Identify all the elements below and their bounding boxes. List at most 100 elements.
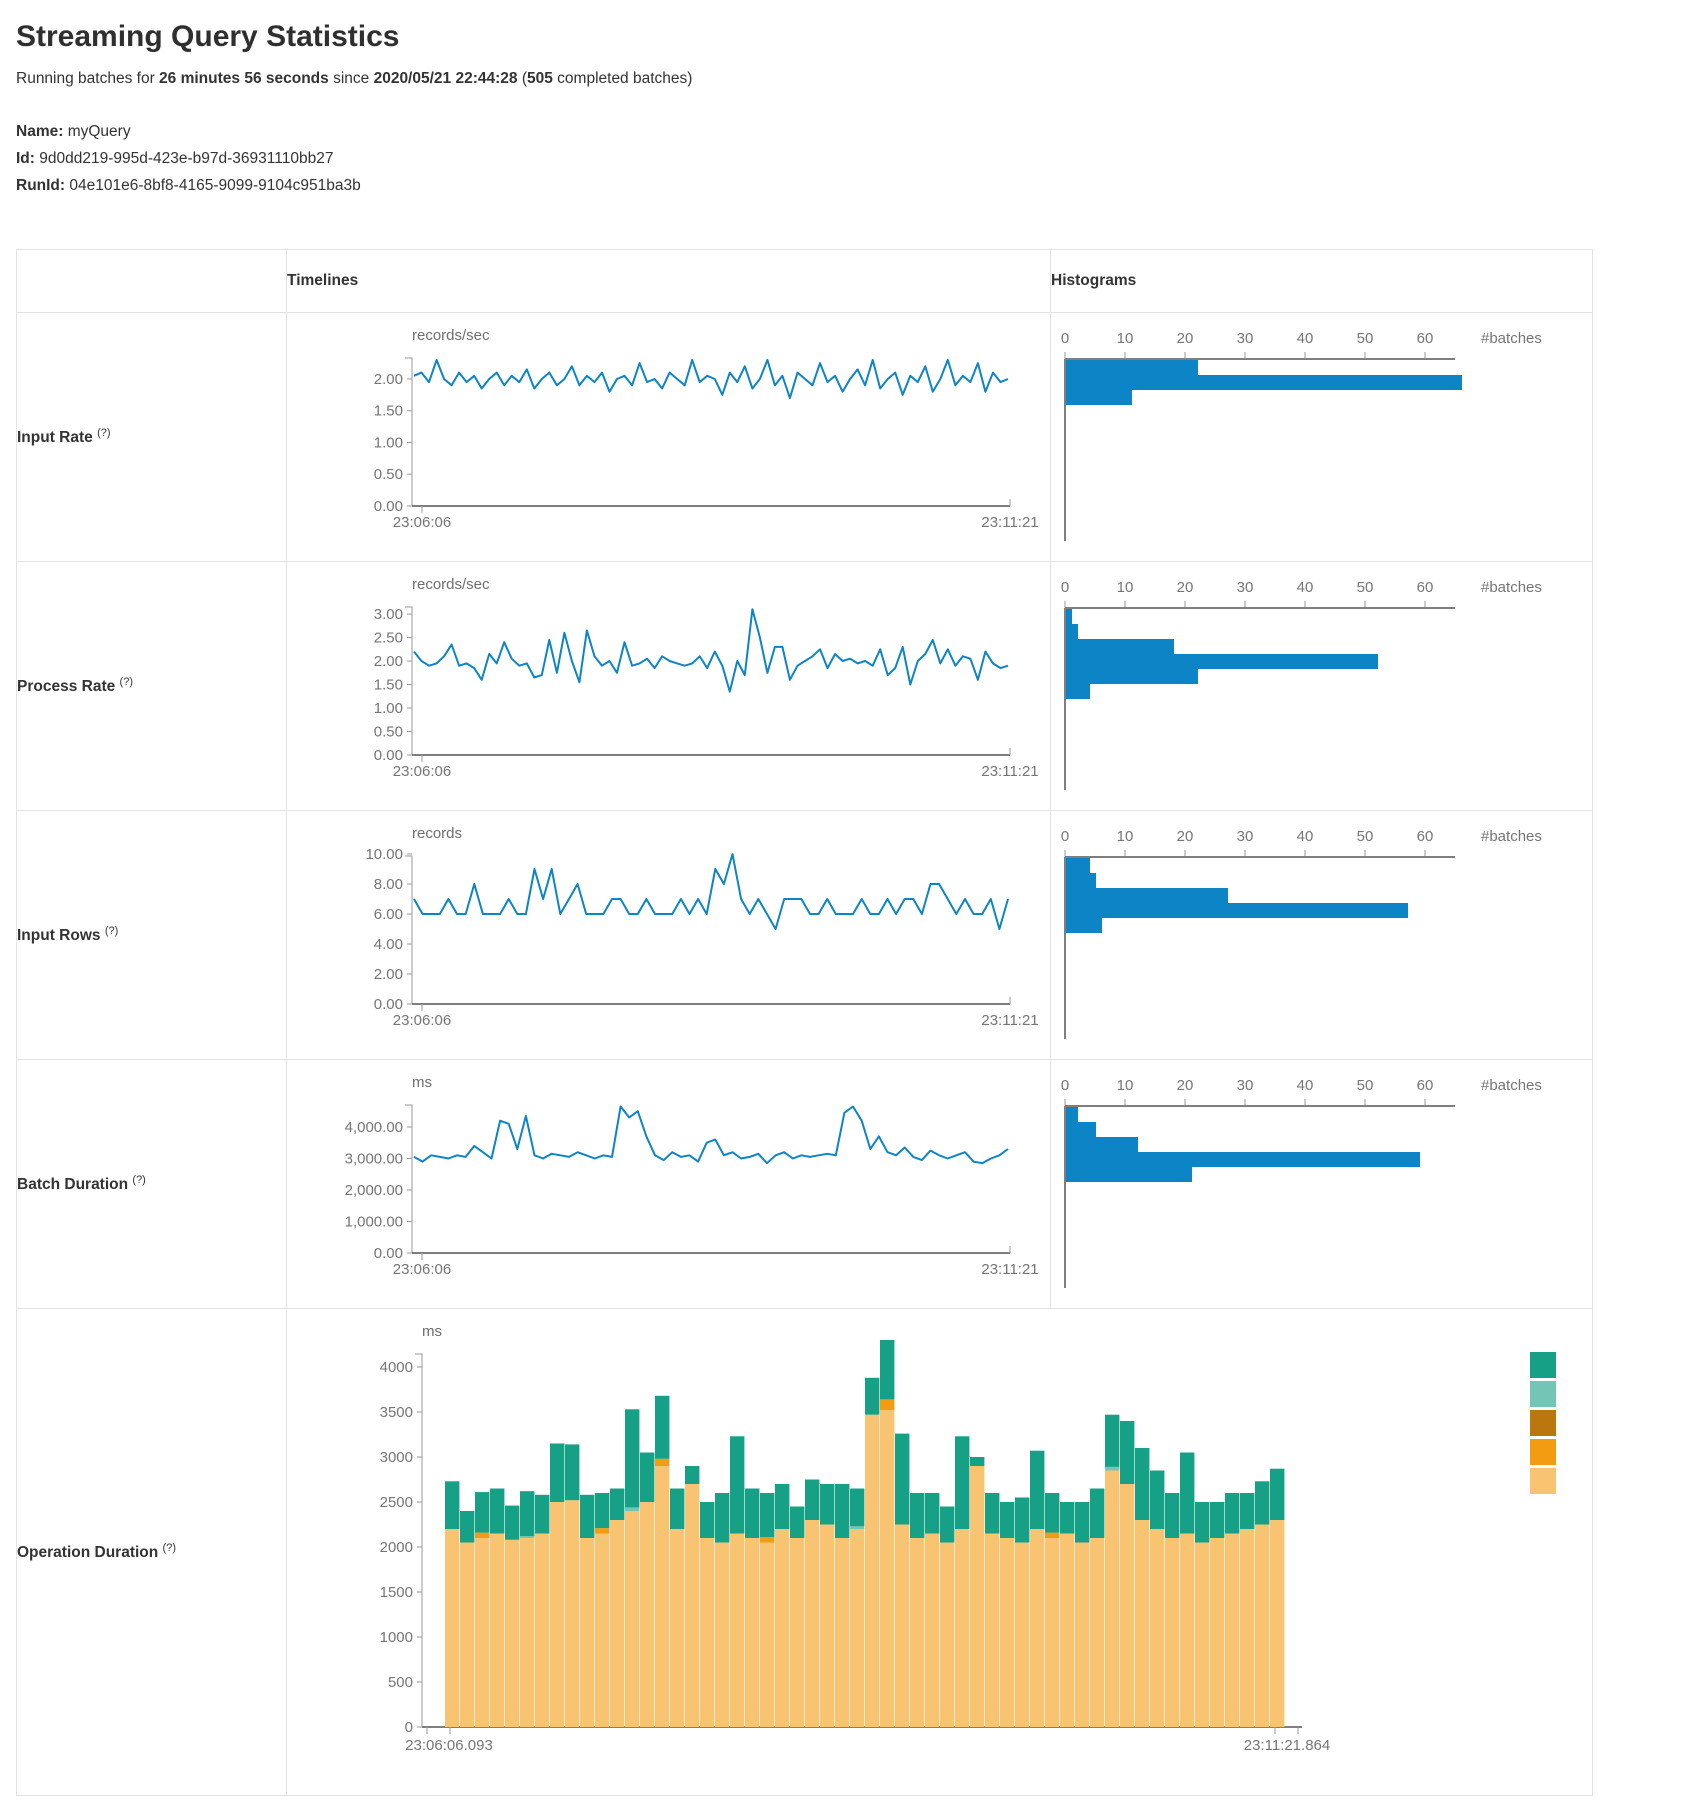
stacked-bar-segment (1120, 1421, 1135, 1484)
histogram-bar (1066, 1152, 1420, 1167)
svg-text:3500: 3500 (380, 1404, 413, 1421)
legend-swatch[interactable] (1530, 1381, 1556, 1407)
svg-text:4000: 4000 (380, 1359, 413, 1376)
operation-duration-stacked-chart: ms 4000 3500 3000 2500 2000 1500 1000 500 023:06:… (380, 1323, 1556, 1754)
stacked-bar-segment (970, 1466, 985, 1727)
stacked-bar-segment (595, 1493, 610, 1529)
histogram-axis: 0 10 20 30 40 50 60 #batches (1061, 1077, 1542, 1288)
input-rows-timeline-cell: records 10.00 8.00 6.00 4.00 2.00 0.00 23:06:06… (286, 810, 1051, 1060)
table-row-input-rows: Input Rows (?) records 10.00 8.00 6.00 4.00 2… (16, 810, 1593, 1060)
process-rate-timeline-chart: records/sec3.002.502.001.501.000.500.002… (374, 576, 1039, 780)
stacked-bar-segment (1150, 1529, 1165, 1727)
stacked-bar-segment (505, 1539, 520, 1727)
table-row-operation-duration: Operation Duration (?) ms 4000 3500 3000 250… (16, 1308, 1593, 1796)
svg-text:60: 60 (1417, 579, 1434, 596)
svg-text:60: 60 (1417, 828, 1434, 845)
query-id-value: 9d0dd219-995d-423e-b97d-36931110bb27 (39, 150, 334, 167)
summary-start-time: 2020/05/21 22:44:28 (373, 70, 518, 87)
x-axis: 23:06:06 23:11:21 (393, 499, 1039, 531)
y-axis: ms 4000 3500 3000 2500 2000 1500 1000 500 0 (380, 1323, 442, 1736)
svg-text:#batches: #batches (1481, 828, 1542, 845)
stacked-bar-segment (580, 1538, 595, 1727)
svg-text:2.00: 2.00 (374, 371, 403, 388)
stacked-bar-segment (625, 1409, 640, 1508)
svg-text:60: 60 (1417, 1077, 1434, 1094)
input-rows-histogram-cell: 0 10 20 30 40 50 60 #batches (1050, 810, 1593, 1060)
metric-label-input-rate: Input Rate (?) (16, 312, 287, 562)
stacked-bar-segment (760, 1493, 775, 1538)
stacked-bar-segment (715, 1542, 730, 1727)
stacked-bar-segment (910, 1493, 925, 1538)
svg-text:2.50: 2.50 (374, 630, 403, 647)
svg-text:10: 10 (1117, 1077, 1134, 1094)
stacked-bar-segment (1210, 1502, 1225, 1538)
stacked-bar-segment (1195, 1542, 1210, 1727)
help-icon[interactable]: (?) (132, 1173, 146, 1186)
operation-duration-chart-cell: ms 4000 3500 3000 2500 2000 1500 1000 500 0 23:06:… (286, 1308, 1593, 1796)
stacked-bar-segment (820, 1524, 835, 1727)
help-icon[interactable]: (?) (162, 1541, 176, 1554)
svg-text:23:11:21: 23:11:21 (981, 514, 1038, 531)
stacked-bar-segment (640, 1452, 655, 1502)
stacked-bar-segment (940, 1506, 955, 1543)
svg-text:20: 20 (1177, 1077, 1194, 1094)
stacked-bar-segment (1015, 1497, 1030, 1543)
stacked-bar-segment (475, 1492, 490, 1533)
stacked-bar-segment (1180, 1533, 1195, 1727)
help-icon[interactable]: (?) (119, 675, 133, 688)
help-icon[interactable]: (?) (104, 924, 119, 937)
metric-column-header (16, 249, 287, 313)
stacked-bar-segment (1210, 1538, 1225, 1727)
histograms-column-header: Histograms (1050, 249, 1593, 313)
stacked-bar-segment (460, 1542, 475, 1727)
legend-swatch[interactable] (1530, 1410, 1556, 1436)
svg-text:0: 0 (1061, 1077, 1069, 1094)
stacked-bar-segment (790, 1506, 805, 1538)
batch-duration-timeline-cell: ms 4,000.00 3,000.00 2,000.00 1,000.00 0.00 23… (286, 1059, 1051, 1309)
histogram-bar (1066, 873, 1096, 888)
stacked-bar-segment (790, 1538, 805, 1727)
svg-text:0: 0 (405, 1719, 413, 1736)
statistics-table: Timelines Histograms Input Rate (?) reco… (16, 249, 1593, 1796)
svg-text:records/sec: records/sec (412, 327, 490, 344)
y-axis: records/sec 2.00 1.50 1.00 0.50 0.00 (374, 327, 490, 515)
stacked-bar-segment (595, 1528, 610, 1534)
stacked-bar-segment (1045, 1493, 1060, 1533)
stacked-bar-segment (1135, 1448, 1150, 1520)
stacked-bar-segment (940, 1542, 955, 1727)
table-header-row: Timelines Histograms (16, 249, 1593, 313)
input-rate-histogram-cell: 0 10 20 30 40 50 60 #batches (1050, 312, 1593, 562)
query-name-label: Name: (16, 123, 64, 140)
batch-duration-timeline-chart: ms4,000.003,000.002,000.001,000.000.0023… (345, 1074, 1039, 1278)
help-icon[interactable]: (?) (97, 426, 111, 439)
histogram-axis: 0 10 20 30 40 50 60 #batches (1061, 828, 1542, 1039)
metric-label-process-rate: Process Rate (?) (16, 561, 287, 811)
summary-mid: since (328, 70, 374, 87)
process-rate-timeline-cell: records/sec 3.00 2.50 2.00 1.50 1.00 0.50 0.00 2… (286, 561, 1051, 811)
svg-text:0.00: 0.00 (374, 498, 403, 515)
svg-text:2.00: 2.00 (374, 653, 403, 670)
stacked-bar-segment (520, 1538, 535, 1727)
svg-text:30: 30 (1237, 1077, 1254, 1094)
metric-label-text: Input Rate (17, 429, 93, 447)
legend-swatch[interactable] (1530, 1468, 1556, 1494)
stacked-bar-segment (880, 1410, 895, 1727)
stacked-bar-segment (685, 1484, 700, 1727)
svg-text:4.00: 4.00 (374, 936, 403, 953)
metric-label-operation-duration: Operation Duration (?) (16, 1308, 287, 1796)
histogram-bar (1066, 639, 1174, 654)
svg-text:0.00: 0.00 (374, 747, 403, 764)
legend-swatch[interactable] (1530, 1439, 1556, 1465)
query-id-line: Id: 9d0dd219-995d-423e-b97d-36931110bb27 (16, 145, 1677, 172)
svg-text:10: 10 (1117, 828, 1134, 845)
stacked-bar-segment (1075, 1502, 1090, 1543)
query-name-line: Name: myQuery (16, 118, 1677, 145)
legend-swatch[interactable] (1530, 1352, 1556, 1378)
svg-text:23:11:21: 23:11:21 (981, 1012, 1038, 1029)
svg-text:1.00: 1.00 (374, 434, 403, 451)
stacked-bar-segment (1090, 1538, 1105, 1727)
stacked-bar-segment (565, 1500, 580, 1727)
stacked-bar-segment (475, 1538, 490, 1727)
stacked-bar-segment (655, 1395, 670, 1459)
